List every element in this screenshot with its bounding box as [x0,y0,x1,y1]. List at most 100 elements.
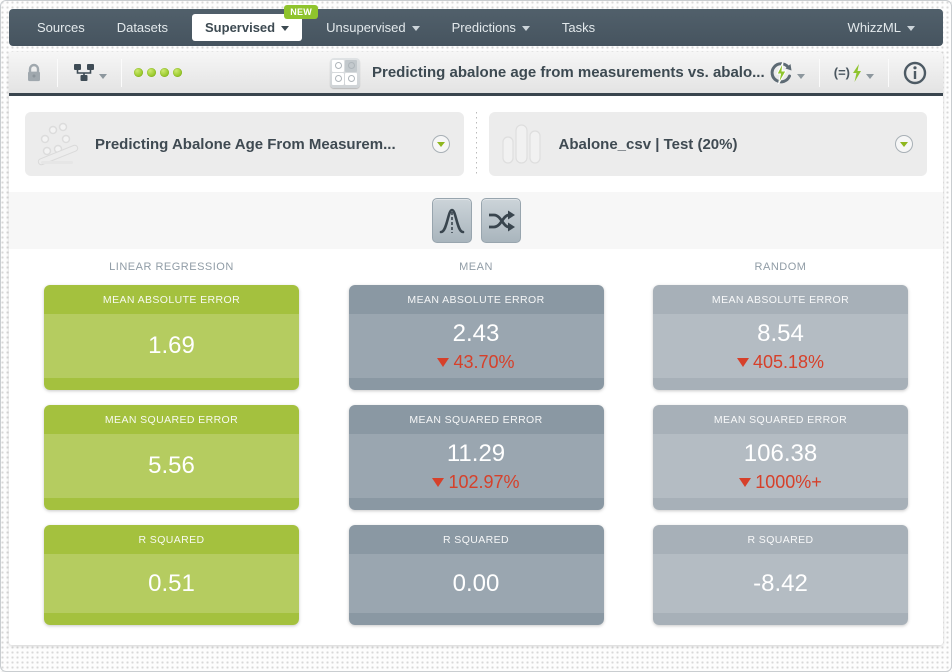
model-panel[interactable]: Predicting Abalone Age From Measurem... [25,112,464,176]
dataset-title: Abalone_csv | Test (20%) [558,135,738,153]
metric-label: R SQUARED [653,525,908,554]
metric-label: MEAN SQUARED ERROR [348,405,604,434]
evaluation-icon-cell [345,59,357,72]
metric-value: 11.29 [446,439,506,467]
metric-column-random: MEAN ABSOLUTE ERROR 8.54 405.18% MEAN SQ… [653,285,908,625]
bell-curve-icon [439,208,464,233]
nav-item-datasets[interactable]: Datasets [116,20,169,35]
chevron-down-icon [521,26,530,32]
nav-item-unsupervised[interactable]: Unsupervised [312,12,434,43]
lock-icon-glyph [28,63,40,81]
metric-value: 106.38 [743,439,818,467]
metric-card-r-squared: R SQUARED 0.00 [348,525,604,625]
metric-label: MEAN ABSOLUTE ERROR [44,285,299,314]
nav-item-sources[interactable]: Sources [37,20,85,35]
nav-item-unsupervised-label: Unsupervised [326,20,406,35]
nav-item-supervised[interactable]: Supervised [192,14,303,41]
triangle-down-icon [736,357,749,367]
metric-label: MEAN ABSOLUTE ERROR [653,285,908,314]
metric-value: 2.43 [452,319,500,347]
dataset-panel[interactable]: Abalone_csv | Test (20%) [488,112,927,176]
toolbar-divider [888,58,889,87]
evaluation-icon-cell [332,59,344,72]
evaluation-icon [330,57,360,88]
nav-item-predictions[interactable]: Predictions [438,12,544,43]
status-dot-green [134,68,143,77]
new-badge: NEW [284,5,319,19]
metric-value: 0.51 [148,569,195,597]
column-header-linear-regression: LINEAR REGRESSION [109,261,234,273]
triangle-down-icon [437,357,450,367]
nav-item-supervised-label: Supervised [205,20,276,35]
triangle-down-icon [432,477,445,487]
card-footer [653,378,908,390]
status-dot-green [160,68,169,77]
toolbar-divider [818,58,820,87]
metric-delta-value: 1000%+ [755,471,822,492]
metric-card-mse: MEAN SQUARED ERROR 11.29 102.97% [348,405,604,510]
card-footer [348,498,604,510]
nav-item-whizzml[interactable]: WhizzML [834,12,929,43]
metric-value: -8.42 [753,569,808,597]
dataset-dropdown-button[interactable] [895,135,913,153]
main-panel: Predicting abalone age from measurements… [9,52,943,645]
metric-delta-value: 405.18% [752,351,825,372]
metric-delta: 1000%+ [739,472,822,493]
metric-grid: MEAN ABSOLUTE ERROR 1.69 MEAN SQUARED ER… [44,285,908,625]
top-nav: Sources Datasets Supervised NEW Unsuperv… [9,5,943,46]
distribution-view-button[interactable] [431,198,472,243]
model-dropdown-button[interactable] [431,135,450,153]
shuffle-icon [488,210,515,231]
nav-right-group: WhizzML [834,20,929,35]
metric-card-r-squared: R SQUARED -8.42 [653,525,908,625]
lock-icon[interactable] [21,61,47,85]
metric-value: 8.54 [757,319,804,347]
metric-value: 1.69 [148,332,195,359]
hierarchy-icon [74,63,94,81]
nav-item-whizzml-label: WhizzML [847,20,901,35]
scriptify-button[interactable] [764,58,809,88]
view-mode-strip [9,192,943,249]
resource-panels: Predicting Abalone Age From Measurem... … [9,96,943,192]
metric-label: R SQUARED [348,525,604,554]
execute-label: (=) [833,65,850,80]
toolbar-title-group: Predicting abalone age from measurements… [330,57,764,88]
card-footer [653,613,908,625]
metric-card-r-squared: R SQUARED 0.51 [44,525,299,625]
metric-card-mse: MEAN SQUARED ERROR 106.38 1000%+ [653,405,908,510]
dataset-icon [501,124,541,164]
metric-card-mae: MEAN ABSOLUTE ERROR 2.43 43.70% [348,285,604,390]
card-footer [653,498,908,510]
execute-button[interactable]: (=) [830,62,878,84]
hierarchy-menu-button[interactable] [68,60,111,86]
status-dots [134,68,182,77]
resource-toolbar: Predicting abalone age from measurements… [9,52,943,96]
page-title: Predicting abalone age from measurements… [372,64,764,81]
metric-label: MEAN SQUARED ERROR [44,405,299,434]
status-dot-green [147,68,156,77]
metric-delta-value: 43.70% [453,351,515,372]
column-headers: LINEAR REGRESSION MEAN RANDOM [44,261,908,273]
status-dot-green [173,68,182,77]
randomize-view-button[interactable] [480,198,521,243]
metric-delta-value: 102.97% [448,471,520,492]
card-footer [348,613,604,625]
model-title: Predicting Abalone Age From Measurem... [95,135,396,153]
metric-card-mae: MEAN ABSOLUTE ERROR 8.54 405.18% [653,285,908,390]
evaluation-icon-cell [345,72,357,85]
chevron-down-icon [907,26,915,32]
metric-delta: 405.18% [736,351,825,373]
metric-card-mse: MEAN SQUARED ERROR 5.56 [44,405,299,510]
metric-column-mean: MEAN ABSOLUTE ERROR 2.43 43.70% MEAN SQU… [348,285,604,625]
evaluation-metrics: LINEAR REGRESSION MEAN RANDOM MEAN ABSOL… [9,249,943,645]
info-icon [903,61,927,84]
toolbar-right-group: (=) [764,58,931,88]
info-button[interactable] [899,59,931,87]
nav-item-tasks[interactable]: Tasks [561,20,596,35]
chevron-down-icon [796,74,805,79]
chevron-down-icon [281,26,290,32]
card-footer [44,378,299,390]
toolbar-divider [121,58,122,87]
metric-label: R SQUARED [44,525,299,554]
linear-regression-icon [37,122,79,166]
